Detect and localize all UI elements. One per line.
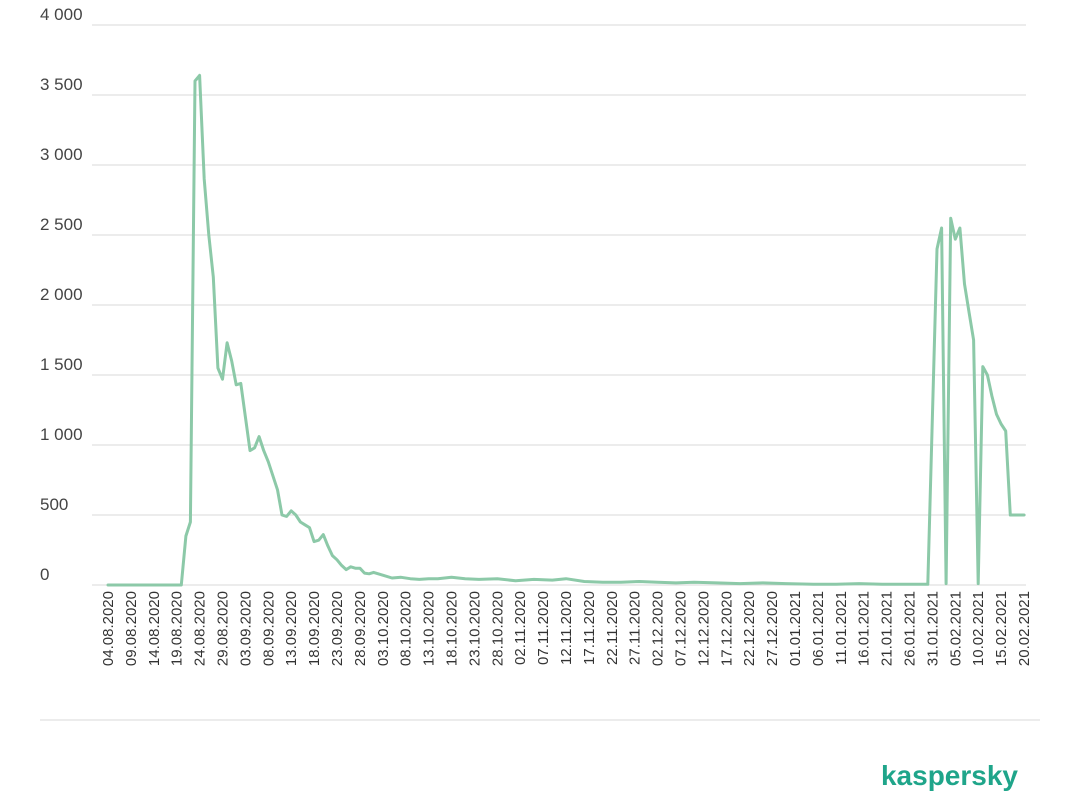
y-tick-label: 4 000: [40, 5, 83, 24]
x-tick-label: 22.12.2020: [741, 591, 758, 666]
series-lines: [106, 73, 1026, 587]
x-tick-label: 06.01.2021: [810, 591, 827, 666]
y-axis-tick-labels: 0 500 1 000 1 500 2 000 2 500 3 000 3 500 4 000: [40, 5, 83, 584]
x-tick-label: 08.10.2020: [398, 591, 415, 666]
x-tick-label: 20.02.2021: [1016, 591, 1033, 666]
x-tick-label: 05.02.2021: [947, 591, 964, 666]
x-tick-label: 23.09.2020: [329, 591, 346, 666]
y-tick-label: 3 500: [40, 75, 83, 94]
x-tick-label: 07.12.2020: [673, 591, 690, 666]
x-tick-label: 16.01.2021: [856, 591, 873, 666]
y-tick-label: 1 000: [40, 425, 83, 444]
kaspersky-logo: kaspersky: [881, 760, 1018, 791]
y-tick-label: 2 500: [40, 215, 83, 234]
x-tick-label: 17.12.2020: [718, 591, 735, 666]
x-tick-label: 13.10.2020: [421, 591, 438, 666]
x-tick-label: 01.01.2021: [787, 591, 804, 666]
x-tick-label: 07.11.2020: [535, 591, 552, 665]
series-line: [106, 73, 1026, 587]
x-tick-label: 21.01.2021: [879, 591, 896, 666]
x-tick-label: 28.10.2020: [489, 591, 506, 666]
x-tick-label: 03.09.2020: [237, 591, 254, 666]
x-tick-label: 23.10.2020: [466, 591, 483, 666]
x-tick-label: 28.09.2020: [352, 591, 369, 666]
x-tick-label: 11.01.2021: [833, 591, 850, 665]
x-tick-label: 09.08.2020: [123, 591, 140, 666]
x-tick-label: 27.11.2020: [627, 591, 644, 665]
x-tick-label: 02.11.2020: [512, 591, 529, 665]
y-tick-label: 3 000: [40, 145, 83, 164]
x-tick-label: 08.09.2020: [260, 591, 277, 666]
y-tick-label: 0: [40, 565, 49, 584]
x-tick-label: 03.10.2020: [375, 591, 392, 666]
x-tick-label: 18.09.2020: [306, 591, 323, 666]
x-tick-label: 14.08.2020: [146, 591, 163, 666]
chart-gridlines: [92, 24, 1026, 586]
x-tick-label: 24.08.2020: [192, 591, 209, 666]
y-tick-label: 1 500: [40, 355, 83, 374]
x-tick-label: 26.01.2021: [902, 591, 919, 666]
x-tick-label: 17.11.2020: [581, 591, 598, 665]
x-axis-tick-labels: 04.08.2020 09.08.2020 14.08.2020 19.08.2020…: [100, 591, 1033, 666]
x-tick-label: 10.02.2021: [970, 591, 987, 666]
x-tick-label: 12.12.2020: [695, 591, 712, 666]
x-tick-label: 13.09.2020: [283, 591, 300, 666]
x-tick-label: 15.02.2021: [993, 591, 1010, 666]
x-tick-label: 22.11.2020: [604, 591, 621, 665]
x-tick-label: 18.10.2020: [444, 591, 461, 666]
x-tick-label: 12.11.2020: [558, 591, 575, 665]
x-tick-label: 27.12.2020: [764, 591, 781, 666]
y-tick-label: 2 000: [40, 285, 83, 304]
x-tick-label: 02.12.2020: [650, 591, 667, 666]
x-tick-label: 31.01.2021: [924, 591, 941, 666]
x-tick-label: 29.08.2020: [215, 591, 232, 666]
x-tick-label: 19.08.2020: [169, 591, 186, 666]
x-tick-label: 04.08.2020: [100, 591, 117, 666]
y-tick-label: 500: [40, 495, 68, 514]
